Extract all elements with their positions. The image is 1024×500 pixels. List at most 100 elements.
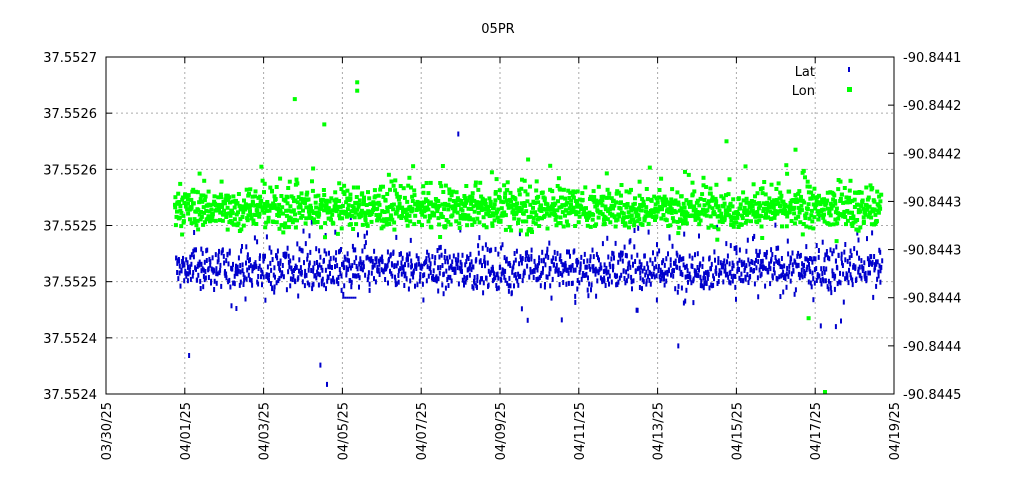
lon-point [675, 190, 680, 195]
lat-point [701, 283, 704, 289]
lat-point [225, 275, 228, 281]
lon-point [810, 219, 815, 224]
lat-point [225, 258, 228, 264]
lon-point [559, 195, 564, 200]
lat-point [323, 282, 326, 288]
lat-point [268, 277, 270, 283]
lon-point [567, 196, 572, 200]
lat-point [856, 250, 858, 256]
lat-point [493, 271, 496, 277]
lat-point [412, 268, 415, 274]
lon-point [323, 205, 328, 210]
lon-point [501, 200, 506, 205]
lon-point [521, 219, 525, 224]
lat-point [542, 266, 544, 272]
lon-point [463, 196, 468, 201]
lon-point [532, 200, 537, 205]
lat-point [626, 266, 629, 272]
lat-point [530, 253, 533, 259]
lat-point [476, 278, 479, 283]
lat-point [694, 272, 697, 278]
lon-point [726, 205, 731, 210]
lat-point [564, 263, 567, 269]
lat-point [729, 280, 732, 286]
lat-point [410, 271, 413, 277]
legend-label-lat: Lat [795, 65, 815, 80]
lon-point [293, 212, 297, 217]
lon-point [608, 211, 613, 216]
lat-point [639, 275, 642, 281]
lat-point [273, 265, 276, 271]
lon-point [173, 195, 178, 200]
lat-point [853, 246, 856, 252]
lat-point [554, 256, 557, 262]
lon-point [262, 202, 267, 206]
lon-point [486, 209, 491, 214]
lat-point [242, 282, 245, 287]
lat-point [857, 266, 860, 272]
lat-point [456, 260, 459, 266]
lat-point [456, 265, 459, 271]
lat-point [234, 270, 237, 276]
lat-point [592, 254, 595, 260]
lat-point [774, 255, 777, 260]
lon-point [511, 202, 516, 207]
lon-point [588, 194, 593, 199]
lat-point [195, 247, 197, 253]
lon-point [552, 208, 557, 213]
lon-point [513, 197, 518, 202]
lat-point [599, 262, 602, 268]
lat-point [184, 270, 187, 276]
lat-point [461, 269, 463, 274]
lon-point [783, 211, 788, 216]
lat-point [758, 249, 761, 255]
lon-point [234, 212, 239, 217]
lat-point [404, 271, 407, 277]
data-points [173, 80, 884, 394]
lat-point [629, 264, 632, 270]
lat-point [337, 274, 340, 280]
lon-point [477, 220, 482, 225]
lat-point [452, 266, 455, 272]
lat-point [499, 264, 502, 270]
lat-point [251, 282, 254, 288]
lon-point [324, 202, 329, 207]
lat-point [310, 268, 313, 273]
lon-point [185, 207, 190, 212]
lon-point [644, 187, 649, 191]
lat-point [197, 272, 200, 278]
lat-point [846, 258, 849, 264]
lon-point [582, 208, 587, 213]
lon-point [284, 208, 289, 213]
lat-point [551, 259, 554, 264]
lat-point [288, 264, 291, 270]
lat-point [357, 273, 360, 279]
legend-label-lon: Lon [792, 84, 815, 99]
lon-point [695, 198, 700, 203]
lon-outlier-point [355, 80, 360, 85]
lat-point [469, 262, 471, 268]
lat-point [452, 253, 455, 259]
lat-point [203, 259, 206, 265]
lon-point [313, 194, 318, 199]
lat-point [246, 267, 249, 273]
lon-point [440, 215, 445, 219]
lon-point [201, 205, 206, 210]
lon-point [774, 198, 779, 202]
lon-point [740, 213, 744, 218]
lat-point [230, 303, 233, 309]
lon-point [861, 215, 866, 220]
lon-point [588, 224, 593, 229]
lat-point [866, 236, 868, 242]
lon-point [219, 179, 224, 184]
lat-point [819, 323, 822, 329]
lon-point [395, 194, 400, 199]
lon-point [644, 205, 649, 210]
lon-point [420, 204, 425, 209]
lat-point [514, 272, 517, 277]
lat-point [775, 258, 778, 264]
lon-point [669, 210, 674, 215]
lon-point [466, 206, 471, 211]
lon-outlier-point [823, 390, 827, 394]
lat-point [765, 254, 768, 260]
